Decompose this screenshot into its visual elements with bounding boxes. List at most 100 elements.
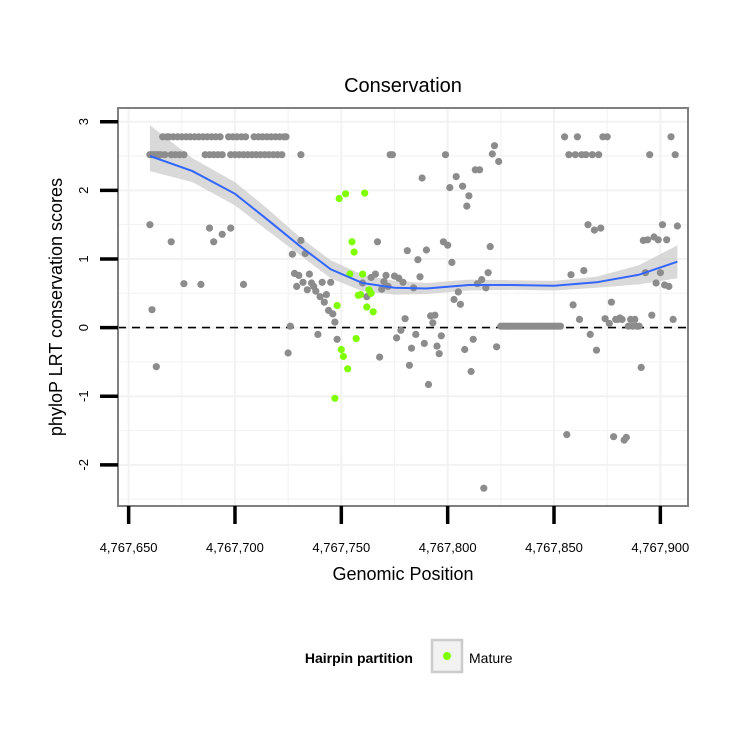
point-other [663, 236, 671, 244]
point-other [293, 282, 301, 290]
point-other [405, 361, 413, 369]
point-mature [369, 308, 377, 316]
point-other [592, 346, 601, 354]
point-other [152, 363, 160, 371]
point-other [588, 151, 596, 159]
point-other [603, 133, 611, 141]
point-mature [352, 335, 360, 343]
point-other [210, 238, 218, 246]
point-other [444, 241, 452, 249]
point-other [418, 174, 426, 182]
point-other [573, 133, 582, 141]
point-other [673, 222, 682, 230]
point-other [644, 236, 652, 244]
point-other [456, 300, 464, 308]
point-other [282, 133, 290, 141]
point-other [637, 363, 645, 371]
point-other [667, 133, 675, 141]
point-other [469, 335, 477, 343]
point-other [327, 278, 335, 286]
point-other [476, 166, 484, 174]
point-other [331, 318, 339, 326]
point-mature [356, 291, 365, 299]
point-other [463, 202, 471, 210]
point-other [465, 192, 473, 200]
y-tick-label: 2 [76, 187, 91, 194]
y-tick-label: 1 [76, 255, 91, 262]
point-other [316, 293, 324, 301]
point-mature [339, 352, 347, 360]
point-other [305, 270, 313, 278]
point-other [635, 322, 643, 330]
point-other [322, 291, 330, 299]
x-tick-label: 4,767,800 [419, 540, 477, 555]
point-other [590, 226, 599, 234]
point-other [399, 278, 407, 286]
point-other [167, 238, 175, 246]
point-mature [342, 190, 350, 198]
point-other [563, 431, 571, 439]
legend-title: Hairpin partition [305, 650, 413, 666]
point-other [429, 319, 437, 327]
point-other [618, 315, 626, 323]
y-axis: -2 -1 0 1 2 3 [76, 118, 118, 471]
point-other [239, 280, 248, 288]
point-other [586, 330, 594, 338]
y-axis-label: phyloP LRT conservation scores [46, 178, 66, 436]
point-other [478, 276, 486, 284]
point-other [631, 315, 639, 323]
point-mature [348, 238, 356, 246]
point-other [299, 278, 307, 286]
point-other [605, 319, 613, 328]
point-other [146, 221, 154, 229]
point-other [295, 271, 303, 279]
point-other [297, 236, 305, 244]
point-mature [367, 289, 375, 297]
point-other [329, 310, 337, 318]
point-other [493, 343, 501, 351]
point-other [654, 236, 662, 244]
point-other [373, 238, 382, 246]
point-mature [363, 303, 371, 311]
point-other [656, 269, 665, 277]
point-other [582, 151, 590, 159]
point-mature [333, 302, 341, 310]
point-other [450, 295, 458, 304]
point-other [480, 484, 488, 492]
point-other [433, 342, 441, 350]
point-other [435, 350, 443, 358]
point-mature [359, 270, 367, 278]
point-other [412, 330, 420, 338]
y-tick-label: 3 [76, 118, 91, 125]
point-other [227, 224, 235, 232]
point-other [180, 151, 188, 159]
point-other [414, 256, 422, 264]
point-other [446, 184, 454, 192]
point-other [197, 280, 205, 288]
point-other [584, 221, 592, 229]
point-other [242, 133, 250, 141]
point-other [597, 224, 605, 232]
point-other [216, 133, 224, 141]
point-other [490, 142, 499, 150]
legend-key-mature-dot [443, 652, 451, 660]
x-tick-label: 4,767,700 [206, 540, 264, 555]
point-other [371, 270, 379, 278]
point-other [580, 267, 588, 275]
point-other [380, 278, 388, 286]
point-other [652, 279, 660, 287]
data-points [146, 133, 682, 492]
point-other [403, 247, 411, 255]
point-mature [344, 365, 352, 373]
point-other [671, 151, 679, 159]
point-mature [335, 195, 343, 203]
point-other [622, 433, 630, 441]
point-other [218, 151, 226, 159]
point-other [571, 151, 579, 159]
point-other [607, 298, 616, 306]
x-axis-label: Genomic Position [332, 564, 473, 584]
point-other [488, 150, 496, 158]
point-other [382, 271, 390, 279]
point-other [401, 315, 409, 323]
point-other [205, 224, 214, 232]
